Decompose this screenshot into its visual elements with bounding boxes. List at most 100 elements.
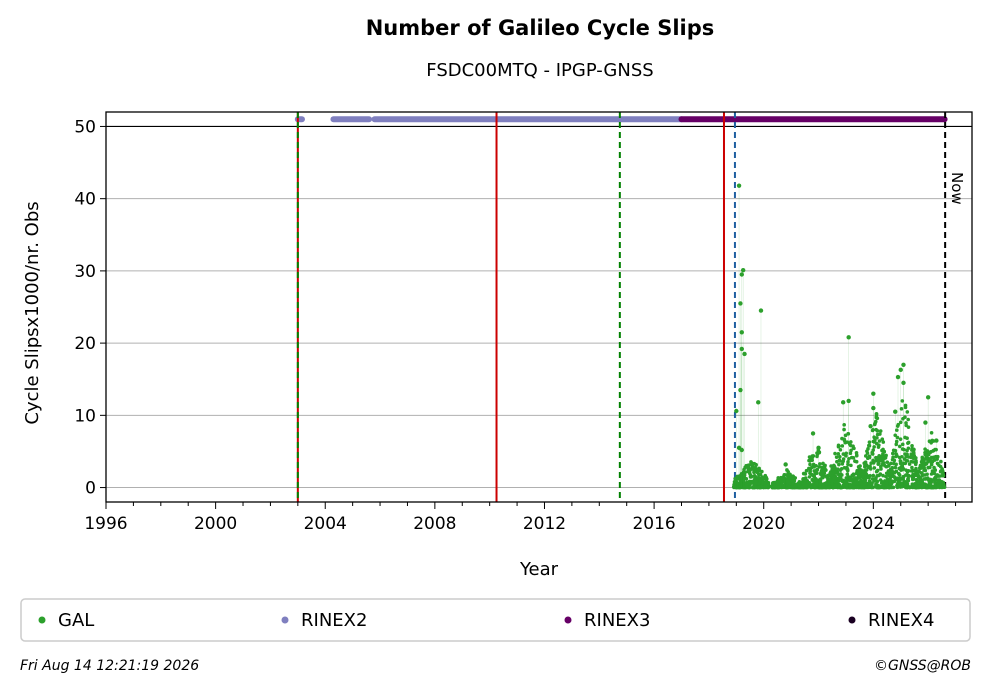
gal-point xyxy=(898,437,903,441)
gal-point xyxy=(822,466,827,471)
gal-point xyxy=(922,485,927,489)
gal-point xyxy=(817,450,822,455)
gal-point xyxy=(846,335,851,340)
chart-subtitle: FSDC00MTQ - IPGP-GNSS xyxy=(426,60,654,81)
gal-point xyxy=(868,423,873,429)
gal-point xyxy=(905,448,909,453)
gal-point xyxy=(918,463,923,468)
gal-point xyxy=(872,466,877,470)
gal-point xyxy=(809,485,813,489)
gal-point xyxy=(900,442,905,447)
x-tick-label: 2020 xyxy=(742,514,785,534)
gal-point xyxy=(869,461,873,465)
gal-point xyxy=(867,440,872,444)
gal-point xyxy=(903,481,908,486)
gal-point xyxy=(757,485,761,489)
gal-point xyxy=(818,478,823,483)
gal-point xyxy=(941,480,946,485)
gal-point xyxy=(828,471,833,475)
gal-point xyxy=(897,444,902,449)
y-axis-label: Cycle Slipsx1000/nr. Obs xyxy=(22,201,43,424)
gal-point xyxy=(854,459,859,464)
gal-point xyxy=(895,424,900,428)
gal-point xyxy=(837,458,842,462)
gal-point xyxy=(933,454,938,459)
gal-point xyxy=(874,441,879,446)
gal-point xyxy=(828,479,832,483)
legend-marker-gal xyxy=(38,616,46,624)
gal-point xyxy=(876,445,881,449)
gal-point xyxy=(874,412,879,417)
gal-point xyxy=(871,427,875,432)
gal-point xyxy=(929,462,934,467)
gal-point xyxy=(808,471,812,475)
gal-point xyxy=(893,409,898,414)
gal-point xyxy=(739,330,744,335)
gal-point xyxy=(916,473,920,478)
gal-point xyxy=(893,433,898,438)
gal-point xyxy=(884,453,888,458)
gal-point xyxy=(878,478,883,482)
gal-point xyxy=(892,458,897,463)
x-tick-label: 2024 xyxy=(852,514,895,534)
footer-credit: ©GNSS@ROB xyxy=(874,658,971,674)
gal-point xyxy=(905,410,910,414)
gal-point xyxy=(890,474,895,479)
gal-point xyxy=(736,183,742,188)
gal-point xyxy=(841,483,846,487)
gal-point xyxy=(879,467,883,471)
gal-point xyxy=(836,452,841,456)
gal-point xyxy=(843,433,848,438)
gal-point xyxy=(738,484,743,488)
legend-label-rinex4: RINEX4 xyxy=(868,610,934,631)
gal-point xyxy=(840,479,844,483)
gal-point xyxy=(901,467,906,471)
gal-point xyxy=(873,419,878,424)
legend-box xyxy=(20,598,971,642)
gal-point xyxy=(814,481,819,486)
gal-point xyxy=(881,440,886,444)
gal-point xyxy=(851,446,856,450)
gal-point xyxy=(810,478,815,482)
gal-point xyxy=(845,440,850,444)
y-tick-label: 0 xyxy=(85,479,96,499)
gal-point xyxy=(941,484,946,489)
gal-point xyxy=(856,474,861,478)
gal-point xyxy=(922,477,927,481)
gal-point xyxy=(829,464,833,468)
gal-point xyxy=(833,451,837,456)
gal-point xyxy=(846,398,851,404)
gal-point xyxy=(835,483,840,488)
gal-point xyxy=(879,454,884,459)
gal-point xyxy=(913,469,918,473)
gal-point xyxy=(743,465,748,470)
legend-label-gal: GAL xyxy=(58,610,94,631)
gal-point xyxy=(880,448,884,453)
gal-point xyxy=(739,447,744,453)
gal-point xyxy=(910,465,914,470)
gal-point xyxy=(929,440,933,445)
y-tick-label: 50 xyxy=(74,117,96,137)
gal-point xyxy=(878,429,883,433)
gal-point xyxy=(917,469,922,474)
gal-point xyxy=(819,465,824,470)
gal-point xyxy=(901,380,906,386)
gal-point xyxy=(842,423,846,427)
gal-point xyxy=(838,448,843,452)
gal-point xyxy=(821,461,825,466)
gal-point xyxy=(758,478,762,482)
gal-point xyxy=(856,465,861,470)
gal-point xyxy=(842,466,847,470)
x-tick-label: 2000 xyxy=(194,514,237,534)
gal-point xyxy=(840,436,844,441)
gal-point xyxy=(831,485,835,490)
gal-point xyxy=(927,478,931,483)
gal-point xyxy=(904,454,908,459)
gal-point xyxy=(934,485,938,490)
x-tick-label: 2012 xyxy=(523,514,566,534)
gal-point xyxy=(848,451,853,456)
gal-point xyxy=(846,460,850,464)
gal-point xyxy=(754,463,758,468)
gal-point xyxy=(929,459,934,463)
